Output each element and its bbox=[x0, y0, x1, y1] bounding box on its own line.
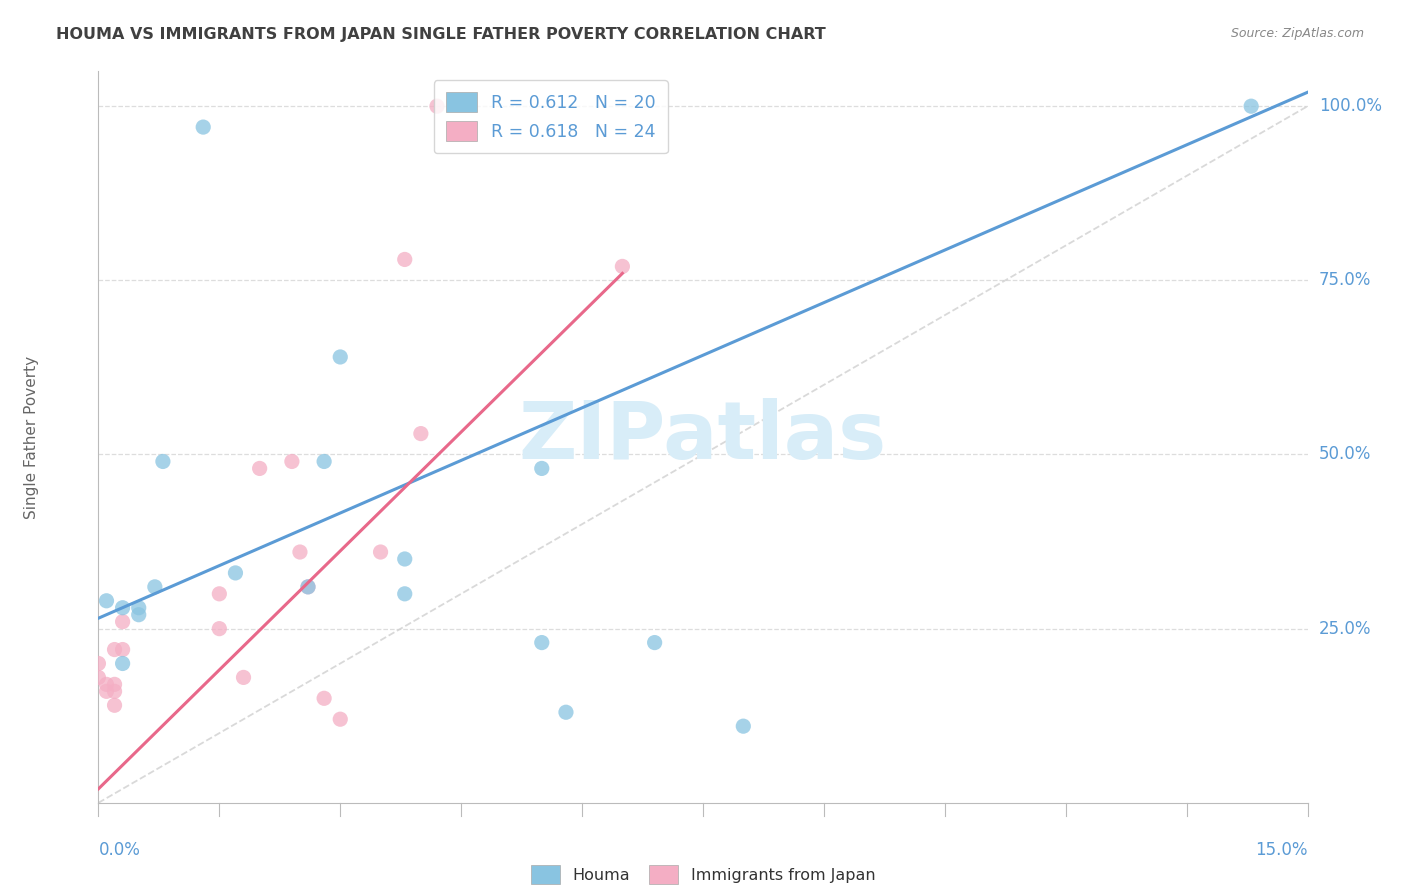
Point bbox=[733, 719, 755, 733]
Point bbox=[111, 657, 134, 671]
Point bbox=[111, 600, 134, 615]
Point bbox=[329, 350, 352, 364]
Point bbox=[370, 545, 392, 559]
Point bbox=[103, 677, 125, 691]
Point bbox=[103, 684, 125, 698]
Point bbox=[103, 698, 125, 713]
Point bbox=[87, 657, 110, 671]
Text: 0.0%: 0.0% bbox=[98, 841, 141, 859]
Point bbox=[1240, 99, 1263, 113]
Point bbox=[530, 635, 553, 649]
Point bbox=[426, 99, 449, 113]
Point bbox=[96, 677, 118, 691]
Point bbox=[281, 454, 304, 468]
Point bbox=[394, 252, 416, 267]
Point bbox=[208, 587, 231, 601]
Text: 25.0%: 25.0% bbox=[1319, 620, 1371, 638]
Text: 15.0%: 15.0% bbox=[1256, 841, 1308, 859]
Point bbox=[612, 260, 634, 274]
Text: Single Father Poverty: Single Father Poverty bbox=[24, 356, 39, 518]
Text: Source: ZipAtlas.com: Source: ZipAtlas.com bbox=[1230, 27, 1364, 40]
Point bbox=[409, 426, 432, 441]
Point bbox=[288, 545, 311, 559]
Point bbox=[128, 607, 150, 622]
Point bbox=[249, 461, 271, 475]
Point bbox=[143, 580, 166, 594]
Point bbox=[128, 600, 150, 615]
Point bbox=[96, 594, 118, 608]
Point bbox=[152, 454, 174, 468]
Point bbox=[111, 642, 134, 657]
Point bbox=[297, 580, 319, 594]
Point bbox=[314, 691, 336, 706]
Legend: Houma, Immigrants from Japan: Houma, Immigrants from Japan bbox=[524, 859, 882, 890]
Point bbox=[193, 120, 215, 134]
Point bbox=[394, 587, 416, 601]
Point bbox=[644, 635, 666, 649]
Text: 75.0%: 75.0% bbox=[1319, 271, 1371, 289]
Text: 50.0%: 50.0% bbox=[1319, 445, 1371, 464]
Point bbox=[394, 552, 416, 566]
Point bbox=[555, 705, 578, 719]
Point bbox=[96, 684, 118, 698]
Point bbox=[232, 670, 254, 684]
Point bbox=[297, 580, 319, 594]
Point bbox=[87, 670, 110, 684]
Text: HOUMA VS IMMIGRANTS FROM JAPAN SINGLE FATHER POVERTY CORRELATION CHART: HOUMA VS IMMIGRANTS FROM JAPAN SINGLE FA… bbox=[56, 27, 825, 42]
Text: ZIPatlas: ZIPatlas bbox=[519, 398, 887, 476]
Point bbox=[224, 566, 246, 580]
Point bbox=[530, 461, 553, 475]
Point bbox=[103, 642, 125, 657]
Text: 100.0%: 100.0% bbox=[1319, 97, 1382, 115]
Point bbox=[329, 712, 352, 726]
Point bbox=[208, 622, 231, 636]
Point bbox=[111, 615, 134, 629]
Point bbox=[314, 454, 336, 468]
